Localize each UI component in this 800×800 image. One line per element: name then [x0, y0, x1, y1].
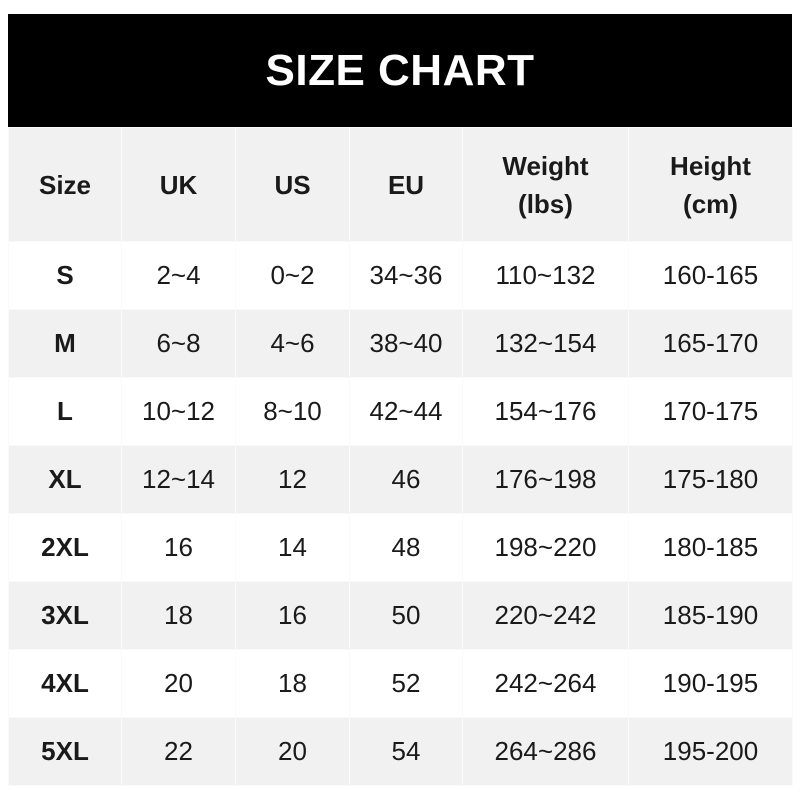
table-cell: 20	[235, 717, 350, 786]
table-cell: 6~8	[121, 309, 236, 378]
table-cell: 50	[349, 581, 463, 650]
table-row: S 2~4 0~2 34~36 110~132 160-165	[8, 241, 793, 310]
table-cell: 220~242	[462, 581, 629, 650]
table-cell: 16	[121, 513, 236, 582]
size-cell: 5XL	[8, 717, 122, 786]
table-cell: 242~264	[462, 649, 629, 718]
table-cell: 195-200	[628, 717, 793, 786]
table-row: 3XL 18 16 50 220~242 185-190	[8, 581, 793, 650]
column-header: US	[235, 127, 350, 242]
table-cell: 175-180	[628, 445, 793, 514]
column-header: EU	[349, 127, 463, 242]
table-cell: 180-185	[628, 513, 793, 582]
size-table: Size UK US EU Weight (lbs) Height (cm) S 2~4 0~…	[8, 127, 793, 786]
column-header: Height (cm)	[628, 127, 793, 242]
table-cell: 190-195	[628, 649, 793, 718]
table-cell: 10~12	[121, 377, 236, 446]
column-header: Weight (lbs)	[462, 127, 629, 242]
size-chart-title: SIZE CHART	[8, 14, 792, 127]
table-cell: 198~220	[462, 513, 629, 582]
table-cell: 34~36	[349, 241, 463, 310]
table-cell: 2~4	[121, 241, 236, 310]
size-cell: L	[8, 377, 122, 446]
size-cell: 2XL	[8, 513, 122, 582]
table-cell: 110~132	[462, 241, 629, 310]
table-cell: 160-165	[628, 241, 793, 310]
table-cell: 185-190	[628, 581, 793, 650]
table-cell: 22	[121, 717, 236, 786]
table-cell: 16	[235, 581, 350, 650]
table-cell: 38~40	[349, 309, 463, 378]
table-row: M 6~8 4~6 38~40 132~154 165-170	[8, 309, 793, 378]
table-cell: 52	[349, 649, 463, 718]
size-cell: 3XL	[8, 581, 122, 650]
table-row: XL 12~14 12 46 176~198 175-180	[8, 445, 793, 514]
table-cell: 8~10	[235, 377, 350, 446]
table-row: 4XL 20 18 52 242~264 190-195	[8, 649, 793, 718]
table-row: 2XL 16 14 48 198~220 180-185	[8, 513, 793, 582]
table-cell: 46	[349, 445, 463, 514]
table-cell: 12~14	[121, 445, 236, 514]
column-header: UK	[121, 127, 236, 242]
table-cell: 42~44	[349, 377, 463, 446]
size-cell: XL	[8, 445, 122, 514]
table-cell: 170-175	[628, 377, 793, 446]
table-cell: 18	[235, 649, 350, 718]
table-cell: 20	[121, 649, 236, 718]
table-row: 5XL 22 20 54 264~286 195-200	[8, 717, 793, 786]
table-cell: 18	[121, 581, 236, 650]
table-cell: 176~198	[462, 445, 629, 514]
table-cell: 4~6	[235, 309, 350, 378]
column-header: Size	[8, 127, 122, 242]
table-cell: 12	[235, 445, 350, 514]
header-row: Size UK US EU Weight (lbs) Height (cm)	[8, 127, 793, 242]
table-row: L 10~12 8~10 42~44 154~176 170-175	[8, 377, 793, 446]
size-cell: M	[8, 309, 122, 378]
table-cell: 154~176	[462, 377, 629, 446]
table-cell: 264~286	[462, 717, 629, 786]
table-cell: 132~154	[462, 309, 629, 378]
table-cell: 54	[349, 717, 463, 786]
table-cell: 165-170	[628, 309, 793, 378]
table-cell: 48	[349, 513, 463, 582]
table-cell: 0~2	[235, 241, 350, 310]
size-cell: 4XL	[8, 649, 122, 718]
table-cell: 14	[235, 513, 350, 582]
size-cell: S	[8, 241, 122, 310]
